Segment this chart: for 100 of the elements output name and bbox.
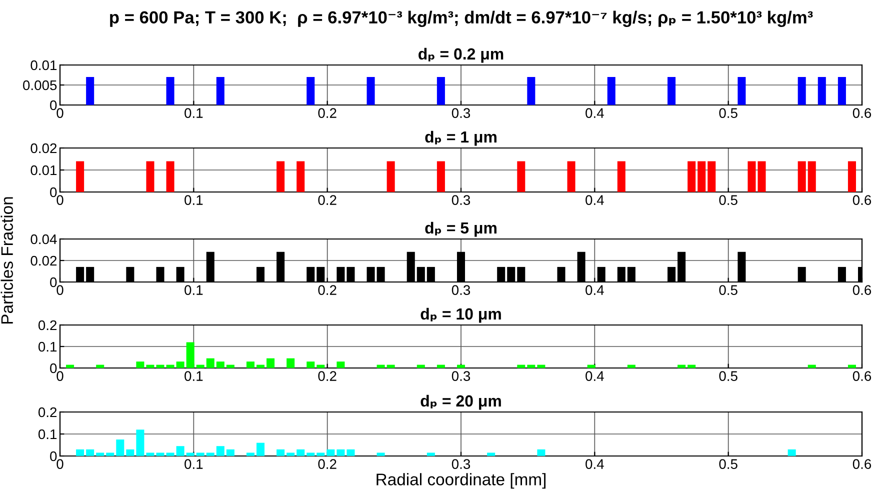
bar — [376, 452, 385, 456]
bar — [206, 452, 214, 456]
bar — [156, 364, 164, 368]
chart-title: dₚ = 10 μm — [420, 308, 501, 323]
bar — [386, 364, 395, 368]
bar — [226, 449, 234, 456]
x-tick-label: 0.1 — [184, 459, 203, 469]
y-tick-label: 0.2 — [38, 320, 57, 330]
bar — [688, 364, 696, 368]
chart-title: dₚ = 5 μm — [425, 222, 496, 237]
y-tick-label: 0.02 — [30, 256, 57, 266]
y-tick-label: 0.04 — [30, 234, 57, 244]
bar — [306, 362, 315, 368]
bar — [116, 440, 124, 456]
bar — [336, 449, 345, 456]
bar — [276, 449, 285, 456]
bar — [326, 449, 335, 456]
bar — [627, 364, 636, 368]
x-tick-label: 0.3 — [452, 459, 470, 469]
bar — [587, 364, 596, 368]
x-tick-label: 0.2 — [318, 459, 336, 469]
bar — [346, 449, 355, 456]
x-tick-label: 0.2 — [318, 195, 336, 205]
x-tick-label: 0.3 — [452, 371, 470, 381]
x-tick-label: 0.4 — [586, 195, 604, 205]
bar — [286, 452, 295, 456]
x-tick-label: 0.2 — [318, 285, 336, 295]
bar — [176, 446, 184, 456]
bar — [266, 358, 275, 368]
x-tick-label: 0.4 — [586, 459, 604, 469]
bar — [316, 364, 325, 368]
bar — [156, 452, 164, 456]
x-tick-label: 0.4 — [586, 371, 604, 381]
bar — [256, 442, 265, 456]
y-tick-label: 0 — [50, 100, 57, 110]
x-tick-label: 0.5 — [719, 459, 738, 469]
y-tick-label: 0.1 — [38, 342, 57, 352]
bar — [106, 452, 114, 456]
bar — [206, 358, 214, 368]
bar — [196, 452, 204, 456]
x-tick-label: 0 — [56, 108, 64, 118]
bar — [788, 449, 796, 456]
x-tick-label: 0.1 — [184, 108, 203, 118]
bar — [146, 364, 154, 368]
bar — [527, 364, 536, 368]
x-axis-title: Radial coordinate [mm] — [376, 473, 546, 489]
bar — [76, 449, 84, 456]
y-tick-label: 0.02 — [30, 143, 57, 154]
x-tick-label: 0 — [56, 195, 64, 205]
bar — [286, 358, 295, 368]
x-tick-label: 0.5 — [719, 285, 738, 295]
x-tick-label: 0 — [56, 371, 64, 381]
chart-title: dₚ = 20 μm — [420, 394, 501, 410]
y-tick-label: 0.01 — [30, 165, 57, 176]
y-tick-label: 0.005 — [23, 80, 57, 90]
bar — [456, 364, 466, 368]
bar — [256, 364, 265, 368]
bar — [487, 452, 496, 456]
bar — [296, 449, 305, 456]
bar — [166, 364, 174, 368]
bar — [146, 452, 154, 456]
bar — [186, 452, 194, 456]
y-tick-label: 0.1 — [38, 429, 57, 440]
bar — [306, 452, 315, 456]
bar — [216, 446, 224, 456]
x-tick-label: 0.2 — [318, 108, 336, 118]
bar — [537, 364, 546, 368]
bar — [186, 342, 194, 368]
bar — [808, 364, 816, 368]
bar — [436, 364, 445, 368]
chart-title: p = 600 Pa; T = 300 K; ρ = 6.97*10⁻³ kg/m³; dm/dt = 6.97*10⁻⁷ kg/s; ρₚ = 1.50*10³ kg/m³ — [110, 10, 813, 27]
x-tick-label: 0.6 — [852, 459, 872, 469]
x-tick-label: 0.5 — [719, 371, 738, 381]
bar — [166, 452, 174, 456]
y-axis-title: Particles Fraction — [0, 197, 14, 324]
x-tick-label: 0.3 — [452, 108, 470, 118]
bar — [66, 364, 74, 368]
x-tick-label: 0.6 — [852, 195, 872, 205]
x-tick-label: 0 — [56, 459, 64, 469]
x-tick-label: 0.1 — [184, 195, 203, 205]
x-tick-label: 0.4 — [586, 108, 604, 118]
bar — [848, 364, 856, 368]
bar — [678, 364, 686, 368]
x-tick-label: 0 — [56, 285, 64, 295]
bar — [176, 362, 184, 368]
x-tick-label: 0.2 — [318, 371, 336, 381]
bar — [216, 362, 224, 368]
bar — [136, 362, 144, 368]
bar — [136, 430, 144, 456]
bar — [246, 362, 254, 368]
x-tick-label: 0.1 — [184, 285, 203, 295]
bar — [96, 364, 104, 368]
chart-subtitle: dₚ = 0.2 μm — [418, 48, 504, 63]
x-tick-label: 0.6 — [852, 108, 872, 118]
bar — [226, 364, 234, 368]
x-tick-label: 0.5 — [719, 195, 738, 205]
x-tick-label: 0.1 — [184, 371, 203, 381]
bar — [316, 452, 325, 456]
bar — [426, 452, 435, 456]
bar — [416, 364, 425, 368]
